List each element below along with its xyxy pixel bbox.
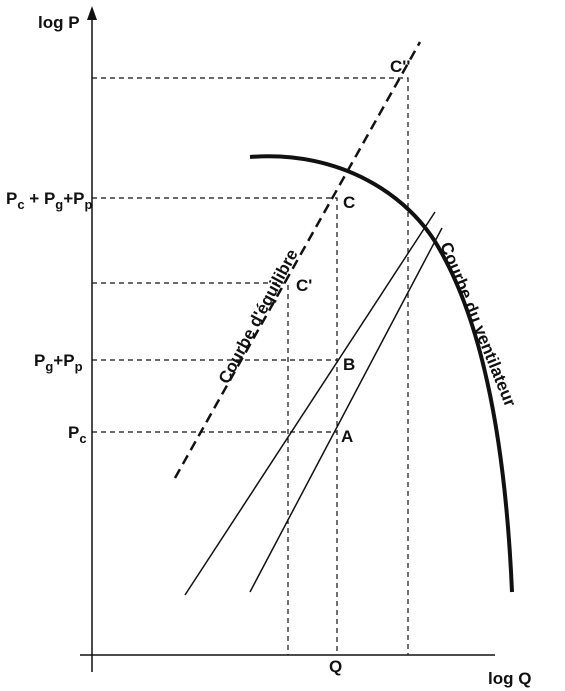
level-text: P [6,189,17,208]
x-tick-label: Q [329,657,342,676]
level-text: P [68,423,79,442]
guide-c1 [92,282,289,655]
point-label: A [341,427,353,446]
subscript: p [85,197,93,212]
system-line-1 [184,211,436,596]
subscript: g [55,197,63,212]
subscript: p [75,359,83,374]
fan-label: Courbe du ventilateur [436,239,520,409]
level-text: + P [25,189,56,208]
y-arrow [87,6,97,20]
level-label: Pc [68,423,87,446]
level-text: +P [63,189,84,208]
subscript: c [17,197,24,212]
subscript: g [45,359,53,374]
y-axis-label: log P [38,13,80,32]
level-label: Pc + Pg+Pp [6,189,93,212]
subscript: c [79,431,86,446]
equilibrium-curve [173,41,422,479]
equilibrium-label: Courbe d'équilibre [215,246,302,387]
system-line-2 [249,227,443,593]
point-label: C [343,193,355,212]
level-text: +P [53,351,74,370]
point-label: B [343,355,355,374]
guide-c [92,197,338,655]
level-label: Pg+Pp [34,351,83,374]
point-label: C'' [390,57,410,76]
level-text: P [34,351,45,370]
guide-c2 [92,77,409,655]
fan-curve [249,154,514,593]
point-label: C' [296,276,312,295]
x-axis-label: log Q [488,669,531,688]
